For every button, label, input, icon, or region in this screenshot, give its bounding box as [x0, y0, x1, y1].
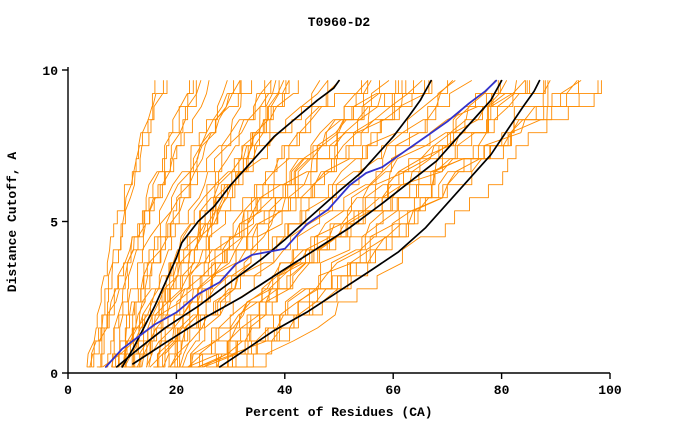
model-curve — [162, 80, 380, 368]
model-curve — [130, 80, 287, 368]
model-curve — [104, 80, 202, 368]
chart-title: T0960-D2 — [308, 15, 371, 30]
y-tick-label: 0 — [50, 367, 58, 382]
model-curve — [167, 80, 403, 368]
model-curve — [89, 80, 197, 368]
model-curve — [122, 80, 272, 368]
model-curve — [202, 80, 501, 368]
model-curve — [98, 80, 168, 368]
model-curve — [225, 80, 582, 368]
model-curve — [136, 80, 329, 368]
model-curve — [111, 80, 253, 368]
reference-model-4 — [218, 79, 541, 368]
model-curve — [96, 80, 210, 368]
model-curve — [174, 80, 426, 368]
model-curve — [187, 80, 526, 368]
x-tick-label: 40 — [277, 383, 293, 398]
y-tick-label: 5 — [50, 216, 58, 231]
y-tick-label: 10 — [42, 64, 58, 79]
model-curve — [155, 80, 362, 368]
model-curve — [218, 80, 599, 368]
x-tick-label: 100 — [598, 383, 622, 398]
model-curve — [148, 80, 321, 368]
model-curve — [145, 80, 299, 368]
x-tick-label: 60 — [385, 383, 401, 398]
reference-model-2 — [115, 79, 432, 368]
model-curve — [174, 80, 369, 368]
x-axis-label: Percent of Residues (CA) — [245, 405, 432, 420]
model-curve — [86, 80, 190, 368]
model-curve — [118, 80, 241, 368]
reference-model-1 — [121, 79, 340, 368]
axes-layer: 0 20 40 60 80 100 0 5 10 — [42, 64, 622, 398]
model-curve — [91, 80, 164, 368]
highlighted-model — [105, 79, 498, 368]
y-axis-label: Distance Cutoff, A — [5, 152, 20, 293]
model-curve — [169, 80, 472, 368]
x-tick-label: 20 — [169, 383, 185, 398]
x-tick-label: 0 — [64, 383, 72, 398]
model-curve — [220, 80, 551, 368]
curves-layer — [86, 79, 602, 368]
model-curve — [222, 80, 578, 368]
x-tick-label: 80 — [494, 383, 510, 398]
model-curve — [218, 80, 579, 368]
reference-model-3 — [132, 79, 503, 365]
